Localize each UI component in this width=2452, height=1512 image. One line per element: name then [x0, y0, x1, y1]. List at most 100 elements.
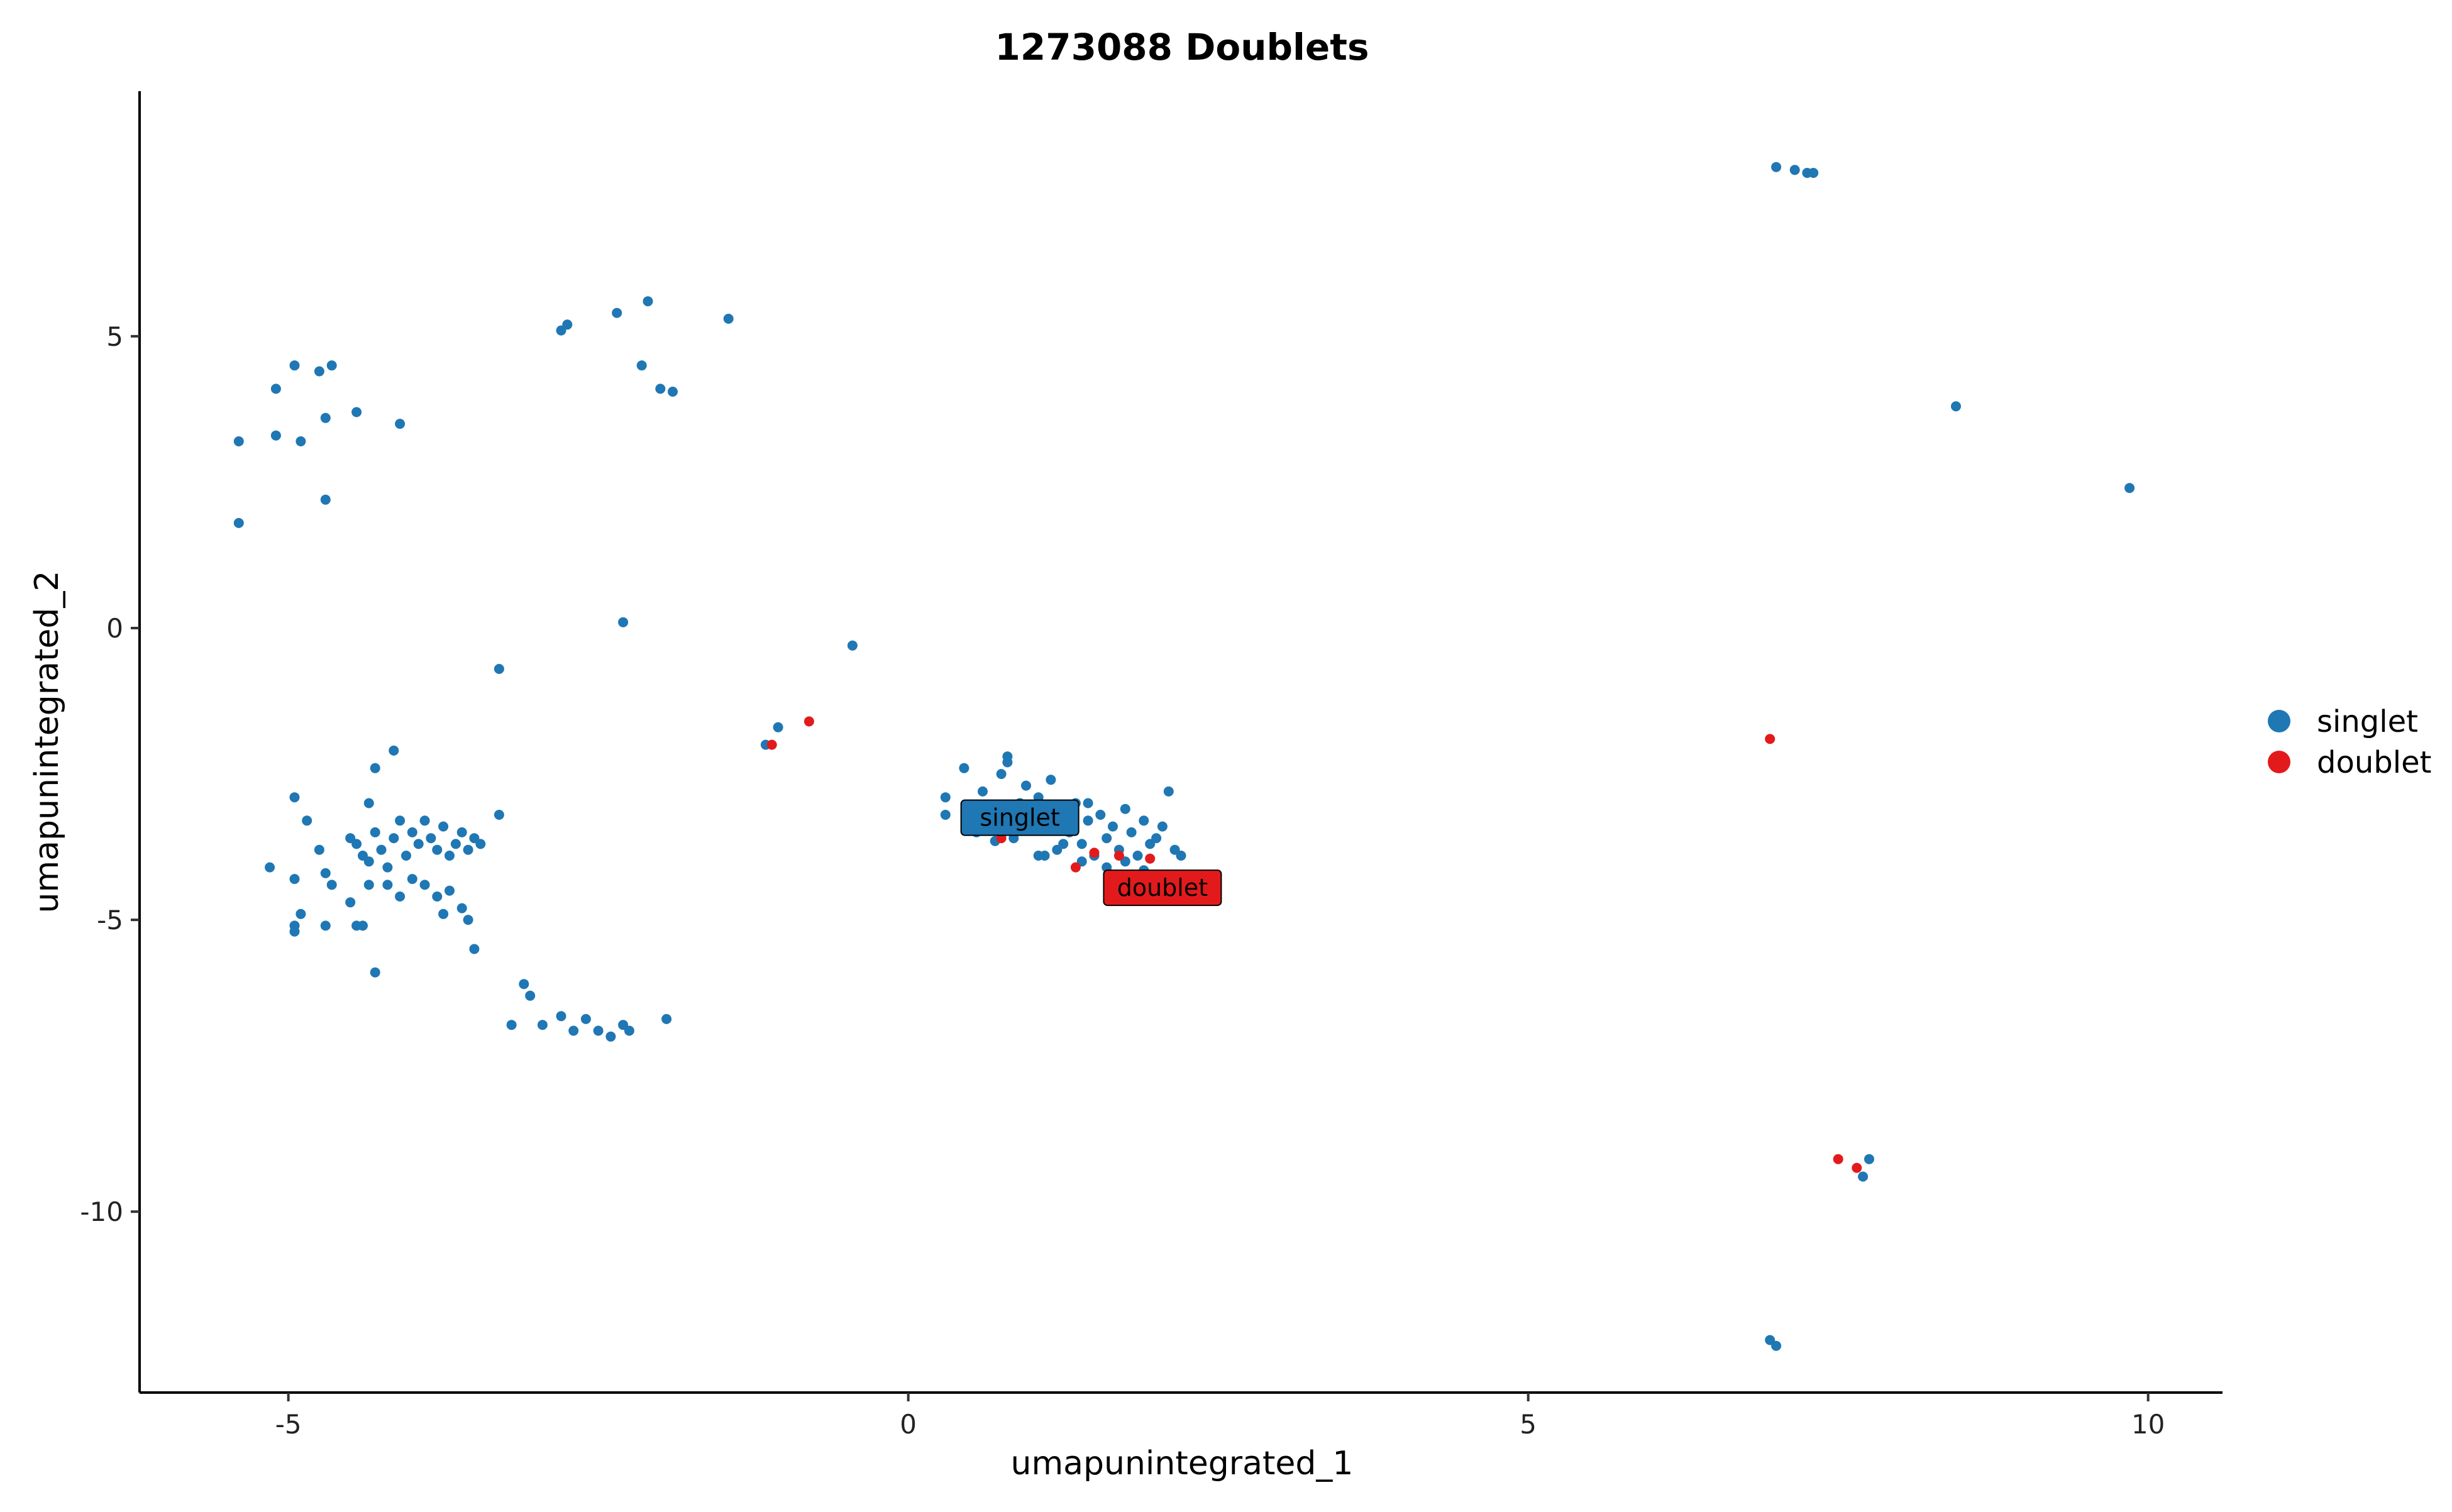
x-axis-ticks: -5 0 5 10	[275, 1393, 2165, 1440]
singlet-point	[265, 862, 275, 873]
singlet-point	[438, 821, 449, 832]
singlet-point	[270, 384, 281, 394]
x-axis-title: umapunintegrated_1	[1011, 1445, 1354, 1482]
singlet-point	[1132, 851, 1143, 861]
singlet-point	[351, 839, 362, 849]
cluster-label-text: doublet	[1117, 874, 1208, 902]
singlet-point	[1858, 1171, 1869, 1182]
singlet-point	[537, 1020, 548, 1030]
singlet-point	[525, 990, 536, 1001]
singlet-point	[494, 664, 504, 674]
singlet-point	[463, 844, 473, 855]
singlet-point	[376, 844, 387, 855]
singlet-point	[668, 387, 678, 397]
singlet-point	[382, 862, 393, 873]
singlet-point	[1771, 162, 1782, 172]
x-tick-label: -5	[275, 1409, 302, 1440]
singlet-point	[605, 1031, 616, 1042]
singlet-point	[1002, 757, 1013, 768]
singlet-point	[370, 763, 380, 773]
singlet-point	[233, 517, 244, 528]
y-tick-label: -5	[97, 905, 123, 935]
singlet-point	[432, 844, 443, 855]
singlet-point	[1108, 821, 1118, 832]
singlet-point	[1176, 851, 1186, 861]
singlet-point	[326, 880, 337, 890]
y-tick-label: -10	[80, 1196, 123, 1227]
singlet-point	[445, 885, 455, 896]
singlet-point	[438, 908, 449, 919]
singlet-point	[1163, 786, 1174, 797]
singlet-point	[389, 745, 399, 756]
legend-label-singlet: singlet	[2317, 704, 2418, 739]
singlet-point	[562, 319, 573, 330]
singlet-point	[363, 880, 374, 890]
singlet-point	[320, 494, 331, 505]
singlet-point	[419, 815, 430, 826]
singlet-point	[370, 967, 380, 978]
singlet-point	[1083, 798, 1093, 808]
singlet-point	[389, 833, 399, 844]
doublet-point	[1765, 734, 1775, 744]
singlet-point	[661, 1013, 672, 1024]
singlet-point	[289, 874, 300, 885]
singlet-point	[382, 880, 393, 890]
singlet-point	[475, 839, 486, 849]
y-axis-ticks: -10 -5 0 5	[80, 321, 140, 1227]
singlet-point	[407, 874, 417, 885]
singlet-point	[413, 839, 424, 849]
singlet-point	[407, 827, 417, 837]
singlet-point	[469, 944, 480, 954]
singlet-point	[426, 833, 436, 844]
singlet-point	[940, 810, 951, 820]
singlet-point	[320, 412, 331, 423]
singlet-point	[643, 296, 653, 307]
chart-title: 1273088 Doublets	[995, 26, 1369, 69]
singlet-point	[847, 640, 858, 651]
cluster-label-box	[1103, 869, 1222, 907]
singlet-point	[401, 851, 411, 861]
singlet-point	[723, 314, 734, 324]
x-tick-label: 0	[900, 1409, 917, 1440]
singlet-point	[506, 1020, 517, 1030]
singlet-point	[295, 908, 306, 919]
singlet-point	[624, 1025, 634, 1036]
singlet-point	[358, 920, 368, 931]
singlet-point	[395, 891, 406, 902]
singlet-point	[456, 903, 467, 913]
data-points	[233, 162, 2135, 1351]
singlet-point	[556, 1011, 566, 1022]
singlet-point	[978, 786, 988, 797]
singlet-point	[1039, 851, 1050, 861]
singlet-point	[593, 1025, 604, 1036]
singlet-point	[395, 419, 406, 429]
singlet-point	[450, 839, 461, 849]
singlet-point	[580, 1013, 591, 1024]
x-tick-label: 5	[1520, 1409, 1537, 1440]
singlet-point	[370, 827, 380, 837]
singlet-point	[351, 407, 362, 417]
cluster-label-doublet: doublet	[1103, 869, 1222, 907]
singlet-point	[1021, 780, 1031, 791]
doublet-point	[1852, 1162, 1862, 1173]
singlet-point	[419, 880, 430, 890]
y-axis-title: umapunintegrated_2	[28, 571, 66, 913]
singlet-point	[395, 815, 406, 826]
singlet-point	[1046, 775, 1056, 785]
doublet-point	[1070, 862, 1081, 873]
x-tick-label: 10	[2131, 1409, 2165, 1440]
singlet-point	[1789, 165, 1800, 175]
singlet-point	[2124, 483, 2135, 494]
cluster-label-singlet: singlet	[960, 799, 1080, 836]
singlet-point	[326, 360, 337, 371]
singlet-point	[618, 617, 629, 627]
singlet-point	[445, 851, 455, 861]
singlet-point	[270, 430, 281, 441]
singlet-point	[345, 897, 356, 908]
singlet-point	[1058, 839, 1069, 849]
singlet-point	[1139, 815, 1149, 826]
y-tick-label: 5	[106, 321, 123, 352]
singlet-point	[456, 827, 467, 837]
singlet-point	[289, 792, 300, 803]
